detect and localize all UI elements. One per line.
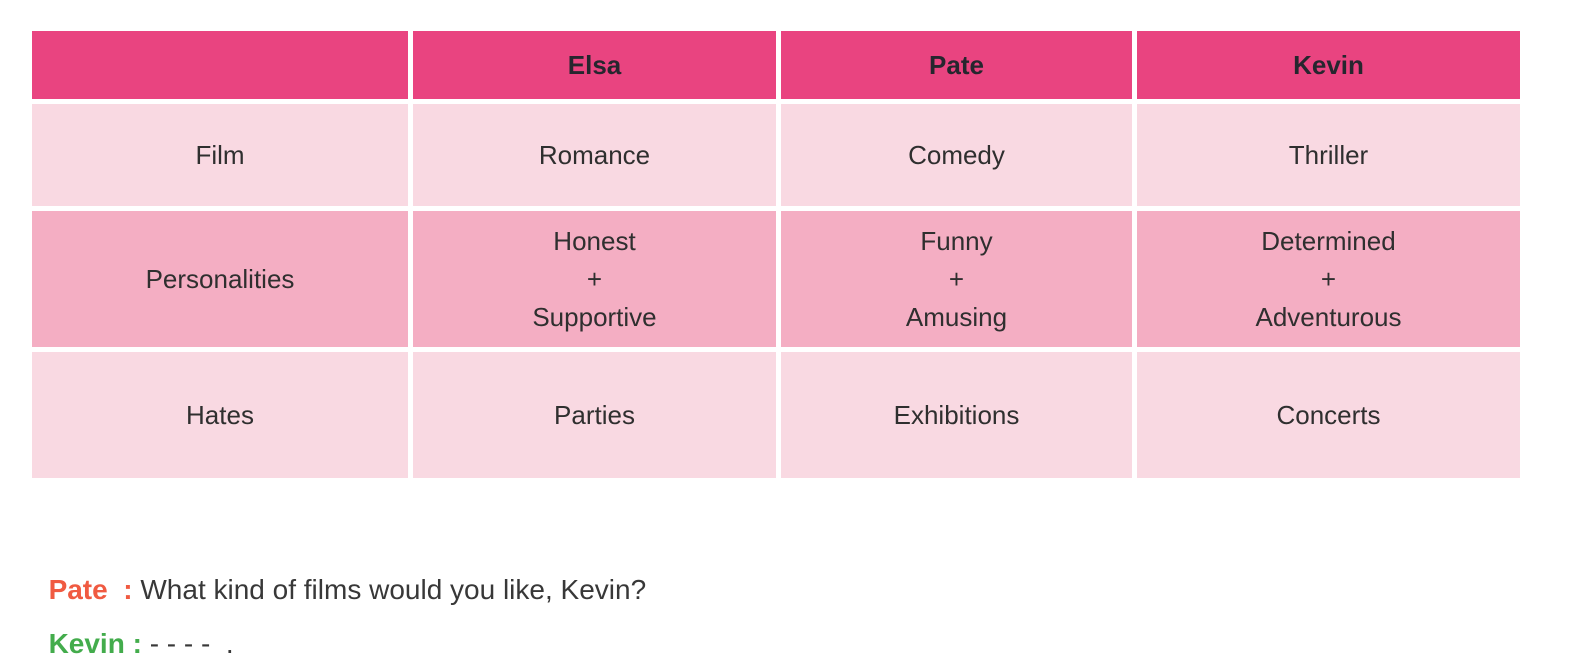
dialogue-line-kevin: Kevin : - - - - .: [33, 593, 234, 661]
table-header-pate: Pate: [781, 31, 1132, 99]
row-label-film: Film: [32, 104, 408, 206]
cell-film-kevin: Thriller: [1137, 104, 1520, 206]
row-label-personalities: Personalities: [32, 211, 408, 347]
cell-film-elsa: Romance: [413, 104, 776, 206]
table-header-empty: [32, 31, 408, 99]
cell-personalities-pate: Funny + Amusing: [781, 211, 1132, 347]
cell-hates-elsa: Parties: [413, 352, 776, 478]
cell-personalities-elsa: Honest + Supportive: [413, 211, 776, 347]
cell-film-pate: Comedy: [781, 104, 1132, 206]
cell-hates-kevin: Concerts: [1137, 352, 1520, 478]
cell-personalities-kevin: Determined + Adventurous: [1137, 211, 1520, 347]
dialogue-text-pate: What kind of films would you like, Kevin…: [132, 574, 647, 605]
cell-hates-pate: Exhibitions: [781, 352, 1132, 478]
speaker-label-kevin: Kevin :: [48, 628, 150, 659]
table-header-kevin: Kevin: [1137, 31, 1520, 99]
people-comparison-table: Elsa Pate Kevin Film Romance Comedy Thri…: [32, 31, 1520, 478]
table-header-elsa: Elsa: [413, 31, 776, 99]
dialogue-line-pate: Pate : What kind of films would you like…: [33, 539, 647, 607]
dialogue-answer-blank: - - - - .: [149, 628, 234, 659]
speaker-label-pate: Pate :: [48, 574, 133, 605]
row-label-hates: Hates: [32, 352, 408, 478]
